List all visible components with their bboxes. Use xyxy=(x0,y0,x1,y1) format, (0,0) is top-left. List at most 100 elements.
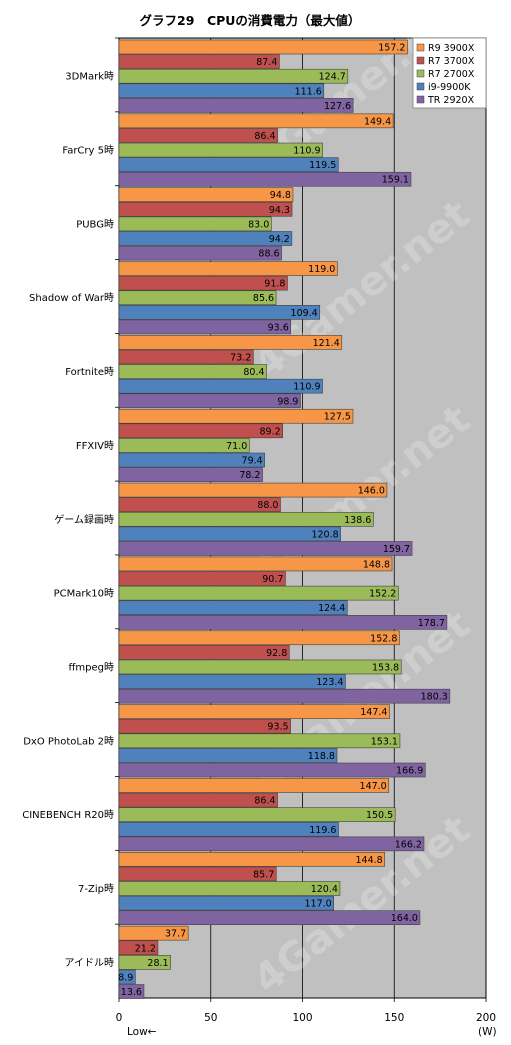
data-label: 152.8 xyxy=(370,633,397,644)
bar xyxy=(118,275,288,291)
data-label: 127.5 xyxy=(324,412,351,423)
bar xyxy=(118,142,323,158)
data-label: 85.7 xyxy=(253,869,274,880)
bar xyxy=(118,615,448,630)
legend: R9 3900X R7 3700X R7 2700X i9-9900K TR 2920X xyxy=(412,37,487,109)
unit-label: (W) xyxy=(478,1026,497,1038)
legend-label: TR 2920X xyxy=(427,95,475,106)
data-label: 86.4 xyxy=(254,796,275,807)
bar xyxy=(118,171,412,187)
bar xyxy=(118,335,343,350)
bar xyxy=(118,910,421,926)
bar xyxy=(118,54,280,69)
bar xyxy=(118,290,277,306)
category-label: 7-Zip時 xyxy=(78,883,114,895)
data-label: 78.2 xyxy=(239,470,260,481)
bar xyxy=(118,231,293,246)
bar xyxy=(118,319,292,335)
bar xyxy=(118,187,294,202)
bar xyxy=(118,925,189,941)
bar xyxy=(118,881,341,896)
bar xyxy=(118,216,272,232)
bar xyxy=(118,482,388,498)
category-label: DxO PhotoLab 2時 xyxy=(23,735,114,747)
data-label: 166.2 xyxy=(395,839,422,850)
data-label: 148.8 xyxy=(363,559,390,570)
data-label: 79.4 xyxy=(242,456,263,467)
bar xyxy=(118,969,136,985)
bar xyxy=(118,261,338,276)
data-label: 180.3 xyxy=(421,692,448,703)
bar xyxy=(118,852,386,867)
data-label: 94.3 xyxy=(269,205,290,216)
category-label: PCMark10時 xyxy=(54,588,114,600)
bar xyxy=(118,585,399,601)
data-label: 98.9 xyxy=(277,396,298,407)
data-label: 159.1 xyxy=(382,175,409,186)
bar xyxy=(118,571,286,586)
category-label: Fortnite時 xyxy=(65,366,114,378)
bar xyxy=(118,836,425,852)
data-label: 83.0 xyxy=(248,219,269,230)
data-label: 178.7 xyxy=(418,618,445,629)
bar xyxy=(118,674,346,689)
bar xyxy=(118,940,159,956)
data-label: 110.9 xyxy=(293,146,320,157)
data-label: 149.4 xyxy=(364,116,391,127)
bar xyxy=(118,526,341,542)
bar xyxy=(118,467,263,482)
bar xyxy=(118,630,400,646)
bar xyxy=(118,955,171,970)
data-label: 37.7 xyxy=(165,929,186,940)
category-label: CINEBENCH R20時 xyxy=(22,809,114,821)
data-label: 80.4 xyxy=(243,367,264,378)
category-label: PUBG時 xyxy=(76,218,114,230)
data-label: 157.2 xyxy=(378,43,405,54)
category-label: FFXIV時 xyxy=(76,440,114,452)
data-label: 94.8 xyxy=(270,190,291,201)
data-label: 119.0 xyxy=(308,264,335,275)
bar xyxy=(118,438,250,453)
data-label: 138.6 xyxy=(344,515,371,526)
bar xyxy=(118,68,349,84)
data-label: 88.0 xyxy=(257,500,278,511)
category-label: FarCry 5時 xyxy=(62,145,114,157)
bar xyxy=(118,128,278,143)
data-label: 144.8 xyxy=(356,855,383,866)
category-label: Shadow of War時 xyxy=(29,292,114,304)
data-label: 28.1 xyxy=(147,958,168,969)
category-label: ffmpeg時 xyxy=(69,661,114,673)
data-label: 73.2 xyxy=(230,352,251,363)
x-tick-label: 50 xyxy=(204,1012,217,1024)
x-axis-label: Low← xyxy=(127,1026,157,1038)
bar xyxy=(118,866,277,882)
bar xyxy=(118,98,354,113)
data-label: 118.8 xyxy=(308,751,335,762)
bar xyxy=(118,704,390,719)
bar xyxy=(118,113,394,129)
bar xyxy=(118,497,281,512)
x-tick-label: 100 xyxy=(292,1012,312,1024)
data-label: 13.6 xyxy=(121,987,142,998)
bar xyxy=(118,718,291,734)
value-axis: Low← (W) 0 50 100 150 200 xyxy=(116,998,497,1038)
legend-label: R9 3900X xyxy=(428,43,475,54)
data-label: 127.6 xyxy=(324,101,351,112)
bar xyxy=(118,556,393,572)
legend-label: R7 2700X xyxy=(428,69,475,80)
bar xyxy=(118,600,348,616)
data-label: 121.4 xyxy=(313,338,340,349)
x-tick-label: 0 xyxy=(116,1012,123,1024)
category-label: ゲーム録画時 xyxy=(54,513,114,526)
data-label: 119.6 xyxy=(309,825,336,836)
data-label: 93.6 xyxy=(268,322,289,333)
legend-label: i9-9900K xyxy=(428,82,471,93)
bar xyxy=(118,895,334,911)
bar xyxy=(118,762,426,778)
bar xyxy=(118,393,301,409)
bar xyxy=(118,245,282,261)
x-tick-label: 150 xyxy=(384,1012,404,1024)
data-label: 21.2 xyxy=(135,943,156,954)
